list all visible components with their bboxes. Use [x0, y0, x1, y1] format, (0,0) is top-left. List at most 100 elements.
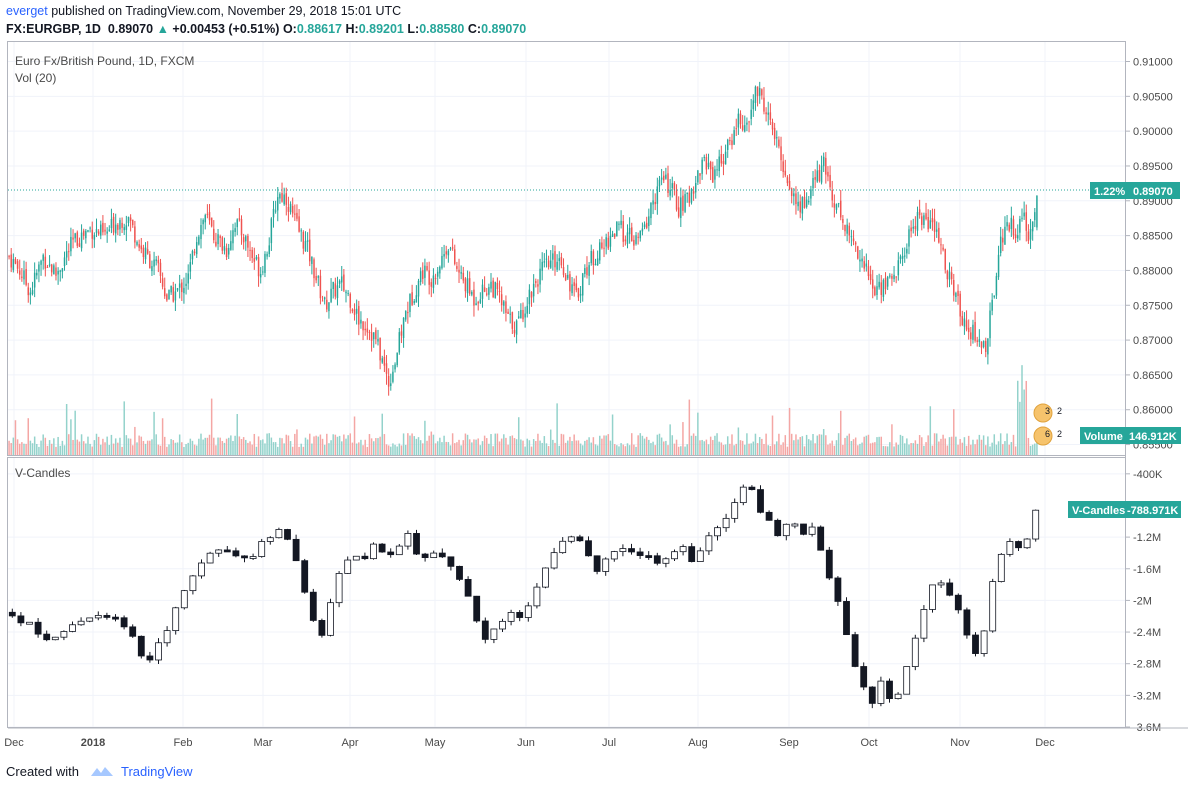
volume-bar: [1014, 446, 1017, 455]
volume-bar: [396, 446, 398, 455]
price-candle: [195, 242, 198, 255]
main-pane-frame: [7, 41, 1126, 456]
price-candle: [251, 249, 253, 259]
volume-bar: [590, 442, 592, 455]
volume-bar: [291, 446, 294, 455]
author-link[interactable]: everget: [6, 4, 48, 18]
volume-bar: [741, 440, 744, 455]
price-candle: [146, 249, 149, 254]
volume-bar: [468, 439, 471, 455]
volume-bar: [641, 435, 644, 455]
price-candle: [763, 97, 765, 112]
volume-bar: [720, 442, 723, 455]
v-candle: [249, 556, 257, 559]
price-candle: [931, 218, 934, 223]
volume-bar: [1027, 437, 1030, 455]
volume-bar: [611, 414, 614, 455]
v-candle: [868, 686, 876, 704]
volume-bar: [622, 444, 624, 455]
price-candle: [379, 337, 381, 361]
price-candle: [50, 264, 53, 273]
v-candles-axis-label: -400K: [1133, 469, 1163, 481]
price-candle: [464, 278, 467, 292]
volume-bar: [901, 435, 904, 455]
volume-bar: [1008, 444, 1010, 455]
volume-bar: [1021, 365, 1023, 455]
volume-bar: [1023, 389, 1025, 455]
price-candle: [428, 270, 430, 285]
volume-bar: [464, 433, 467, 455]
volume-bar: [722, 444, 725, 455]
price-candle: [709, 161, 712, 170]
v-candle: [318, 620, 326, 636]
volume-bar: [874, 442, 876, 455]
v-candle: [645, 555, 653, 558]
price-candle: [786, 177, 789, 184]
volume-bar: [782, 442, 784, 455]
price-candle: [955, 293, 957, 298]
volume-bar: [671, 435, 674, 455]
economic-events-icon[interactable]: 3 2 6 2: [1033, 403, 1062, 446]
close-label: C:: [467, 22, 482, 36]
volume-bar: [724, 444, 727, 455]
v-candle: [352, 555, 360, 561]
volume-bar: [818, 434, 821, 455]
price-candle: [543, 261, 546, 263]
volume-bar: [12, 437, 15, 455]
volume-bar: [844, 437, 846, 455]
price-candle: [660, 177, 663, 180]
price-candle: [795, 193, 797, 205]
v-candle: [370, 543, 377, 560]
price-candle: [539, 268, 541, 285]
v-candle: [731, 502, 739, 519]
volume-bar: [808, 439, 810, 455]
price-candle: [338, 280, 341, 284]
price-candle: [893, 274, 895, 280]
price-candle: [236, 219, 238, 228]
v-candle: [963, 609, 971, 636]
v-candle: [585, 540, 592, 557]
volume-bar: [53, 438, 55, 455]
volume-bar: [628, 445, 631, 455]
volume-bar: [754, 433, 757, 455]
price-candle: [97, 231, 100, 235]
volume-bar: [914, 440, 917, 455]
price-candle: [921, 216, 923, 225]
volume-bar: [532, 439, 535, 455]
main-pane-title: Euro Fx/British Pound, 1D, FXCM: [15, 54, 194, 68]
volume-bar: [571, 441, 573, 455]
price-axis-label: 0.86000: [1133, 405, 1173, 417]
chart-canvas[interactable]: 0.910000.905000.900000.895000.890000.885…: [0, 0, 1188, 760]
low-value: 0.88580: [419, 22, 465, 36]
volume-bar: [869, 443, 872, 455]
volume-bar: [121, 446, 123, 455]
volume-bar: [1029, 445, 1032, 455]
price-candle: [503, 301, 505, 306]
price-candle: [724, 151, 727, 165]
volume-bar: [1019, 401, 1021, 455]
tradingview-link[interactable]: TradingView: [120, 764, 193, 779]
v-candle: [430, 552, 438, 559]
price-candle: [270, 218, 273, 244]
price-candle: [134, 226, 136, 243]
price-candle: [957, 290, 959, 297]
volume-bar: [908, 444, 910, 455]
price-candle: [953, 280, 955, 296]
volume-bar: [857, 445, 859, 455]
price-candle: [245, 236, 247, 242]
price-candle: [163, 288, 166, 297]
v-candle: [533, 586, 541, 607]
v-candle: [94, 615, 102, 619]
volume-bar: [652, 441, 654, 455]
volume-bar: [183, 446, 185, 455]
price-candle: [345, 291, 347, 294]
volume-bar: [449, 445, 452, 455]
v-candles-badge-label: V-Candles: [1072, 505, 1125, 517]
volume-bar: [74, 410, 76, 455]
volume-bar: [142, 440, 145, 455]
volume-bar: [477, 438, 479, 455]
volume-bar: [157, 444, 160, 455]
volume-bar: [44, 437, 47, 455]
volume-bar: [592, 437, 595, 455]
price-candle: [607, 237, 610, 249]
